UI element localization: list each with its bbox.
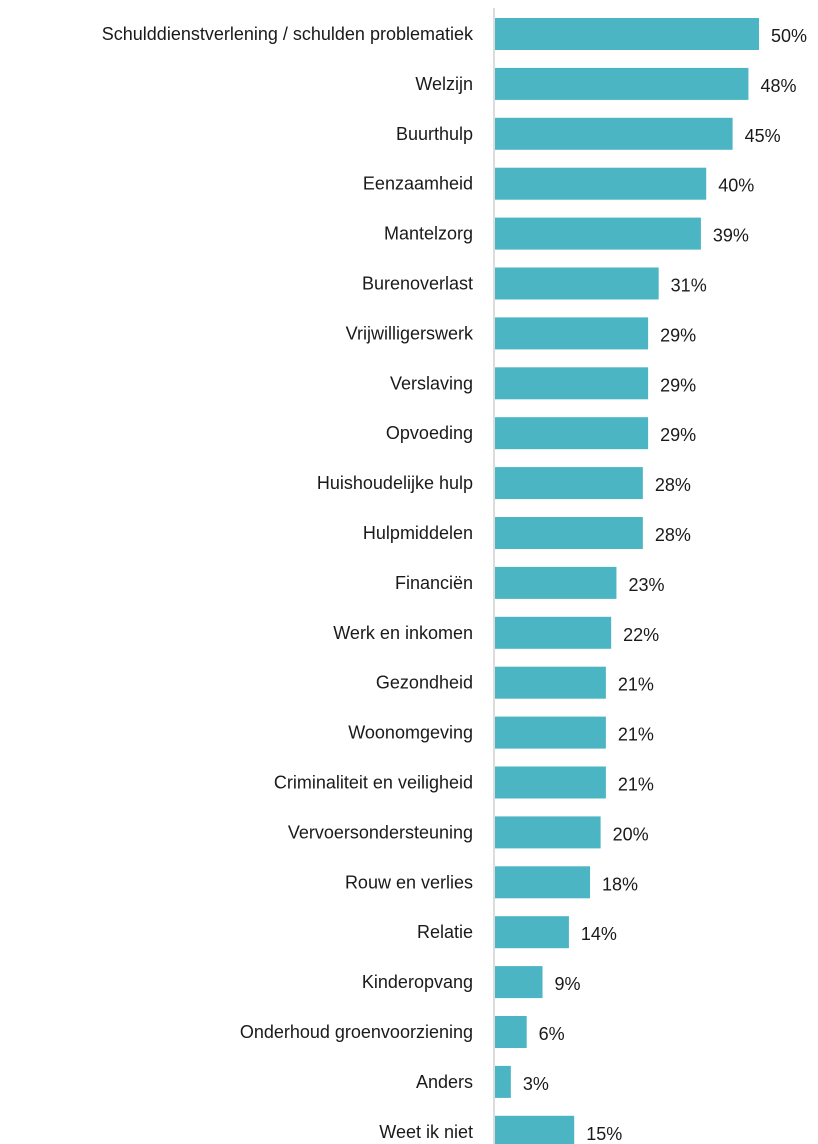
data-label: 29% xyxy=(660,375,696,395)
data-label: 48% xyxy=(760,76,796,96)
bar xyxy=(495,816,601,849)
category-label: Vrijwilligerswerk xyxy=(346,323,474,343)
data-label: 15% xyxy=(586,1124,622,1144)
data-label: 39% xyxy=(713,226,749,246)
data-label: 21% xyxy=(618,675,654,695)
category-label: Hulpmiddelen xyxy=(363,523,473,543)
data-label: 21% xyxy=(618,775,654,795)
bar xyxy=(495,267,659,300)
data-label: 28% xyxy=(655,525,691,545)
bar xyxy=(495,67,749,100)
category-label: Werk en inkomen xyxy=(333,623,473,643)
data-label: 18% xyxy=(602,874,638,894)
category-label: Weet ik niet xyxy=(379,1122,473,1142)
bar xyxy=(495,716,606,749)
bar xyxy=(495,367,649,400)
bar xyxy=(495,18,759,50)
data-label: 31% xyxy=(671,276,707,296)
bar xyxy=(495,1016,527,1048)
data-label: 23% xyxy=(628,575,664,595)
data-label: 29% xyxy=(660,325,696,345)
category-label: Financiën xyxy=(395,573,473,593)
data-label: 6% xyxy=(539,1024,565,1044)
category-label: Welzijn xyxy=(415,74,473,94)
bar xyxy=(495,167,707,200)
category-label: Anders xyxy=(416,1072,473,1092)
data-label: 14% xyxy=(581,924,617,944)
category-label: Burenoverlast xyxy=(362,274,473,294)
data-label: 40% xyxy=(718,176,754,196)
data-label: 20% xyxy=(613,824,649,844)
data-label: 50% xyxy=(771,26,807,46)
category-label: Opvoeding xyxy=(386,423,473,443)
bar xyxy=(495,417,649,450)
bar xyxy=(495,1065,511,1098)
bars-group: Schulddienstverlening / schulden problem… xyxy=(102,18,807,1144)
category-label: Verslaving xyxy=(390,373,473,393)
bar xyxy=(495,966,543,999)
category-label: Schulddienstverlening / schulden problem… xyxy=(102,24,474,44)
category-label: Vervoersondersteuning xyxy=(288,822,473,842)
category-label: Rouw en verlies xyxy=(345,872,473,892)
data-label: 3% xyxy=(523,1074,549,1094)
bar xyxy=(495,467,643,500)
bar xyxy=(495,666,606,699)
category-label: Criminaliteit en veiligheid xyxy=(274,773,473,793)
category-label: Relatie xyxy=(417,922,473,942)
bar xyxy=(495,866,591,899)
category-label: Kinderopvang xyxy=(362,972,473,992)
category-label: Onderhoud groenvoorziening xyxy=(240,1022,473,1042)
category-label: Buurthulp xyxy=(396,124,473,144)
category-label: Woonomgeving xyxy=(348,723,473,743)
data-label: 45% xyxy=(745,126,781,146)
category-label: Huishoudelijke hulp xyxy=(317,473,473,493)
bar xyxy=(495,517,643,549)
data-label: 29% xyxy=(660,425,696,445)
category-label: Gezondheid xyxy=(376,673,473,693)
data-label: 22% xyxy=(623,625,659,645)
bar xyxy=(495,616,612,649)
bar xyxy=(495,317,649,350)
data-label: 21% xyxy=(618,725,654,745)
category-label: Eenzaamheid xyxy=(363,174,473,194)
bar xyxy=(495,566,617,599)
bar xyxy=(495,1115,575,1144)
data-label: 28% xyxy=(655,475,691,495)
bar xyxy=(495,766,606,799)
bar xyxy=(495,117,733,150)
data-label: 9% xyxy=(555,974,581,994)
bar xyxy=(495,916,569,949)
bar xyxy=(495,217,701,250)
category-label: Mantelzorg xyxy=(384,224,473,244)
